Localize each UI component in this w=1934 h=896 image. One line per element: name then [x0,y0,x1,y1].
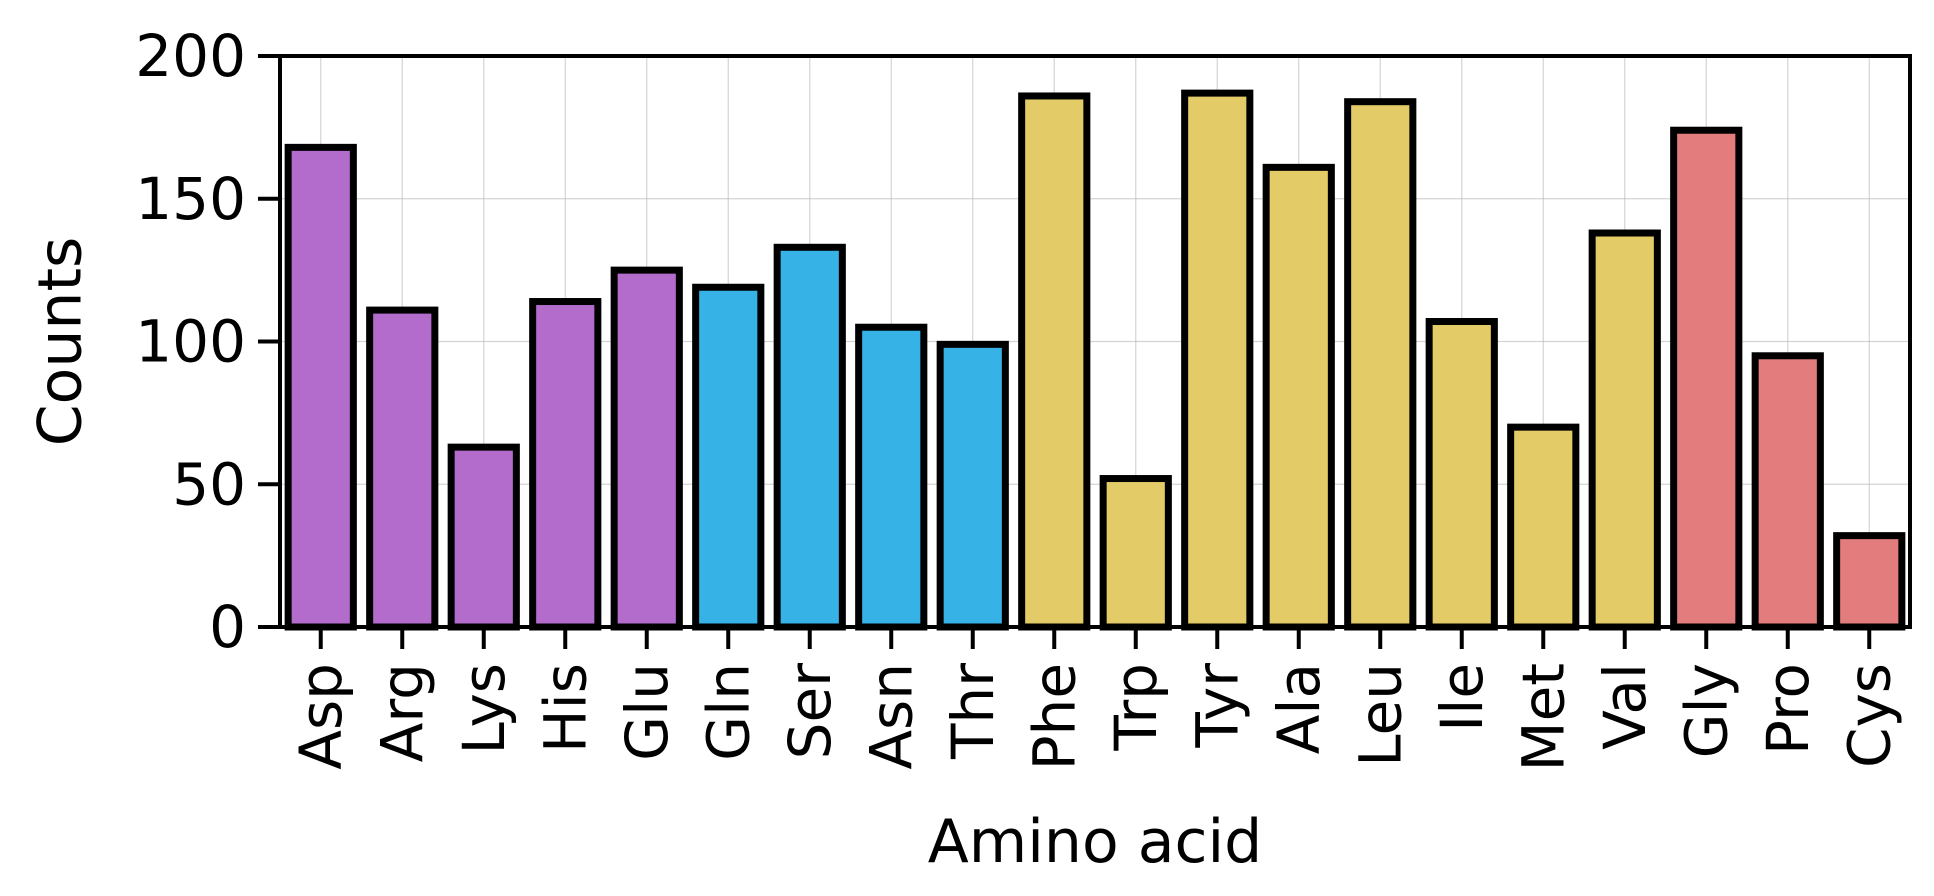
y-tick-label: 50 [172,450,246,518]
y-tick-label: 0 [209,593,246,661]
bar-glu [610,266,683,631]
x-tick-label-cys: Cys [1835,663,1903,768]
x-tick-label-val: Val [1591,663,1659,750]
x-tick-label-ile: Ile [1428,663,1496,732]
x-tick-label-leu: Leu [1346,663,1414,767]
y-tick-label: 200 [135,22,246,90]
grid [280,56,1910,627]
bar-leu [1344,98,1417,631]
x-tick-label-asn: Asn [857,663,925,770]
x-tick-label-gln: Gln [694,663,762,761]
x-axis: Asp Arg Lys His Glu Gln Ser Asn Thr Phe Trp Tyr Ala L… [287,627,1903,771]
y-tick-label: 100 [135,308,246,376]
x-tick-label-thr: Thr [939,663,1007,760]
x-tick-label-asp: Asp [287,663,355,770]
bar-phe [1018,92,1091,631]
bar-gly [1670,126,1743,631]
x-tick-label-met: Met [1509,663,1577,771]
y-tick-label: 150 [135,165,246,233]
bar-gln [692,283,765,631]
bar-asn [855,323,928,631]
y-axis-label: Counts [26,237,96,446]
x-tick-label-pro: Pro [1754,663,1822,755]
x-tick-label-ala: Ala [1265,663,1333,754]
x-tick-label-ser: Ser [776,663,844,760]
bar-his [529,298,602,631]
x-tick-label-lys: Lys [450,663,518,755]
bar-asp [284,143,357,631]
bar-tyr [1181,89,1254,631]
x-tick-label-gly: Gly [1672,663,1740,758]
bar-ser [773,243,846,631]
bar-ala [1262,163,1335,631]
bar-thr [936,340,1009,631]
bar-arg [366,306,439,631]
bar-val [1588,229,1661,631]
x-tick-label-glu: Glu [613,663,681,761]
y-axis: 0 50 100 150 200 [135,22,280,661]
x-tick-label-phe: Phe [1020,663,1088,770]
x-tick-label-tyr: Tyr [1183,663,1251,749]
x-tick-label-trp: Trp [1102,663,1170,752]
x-axis-label: Amino acid [928,807,1262,877]
bar-trp [1099,475,1172,631]
x-tick-label-arg: Arg [368,663,436,762]
bar-met [1507,423,1580,631]
bar-ile [1425,318,1498,631]
x-tick-label-his: His [531,663,599,753]
bar-pro [1751,352,1824,631]
bar-cys [1833,532,1906,631]
bars [284,89,1906,631]
bar-lys [447,443,520,631]
